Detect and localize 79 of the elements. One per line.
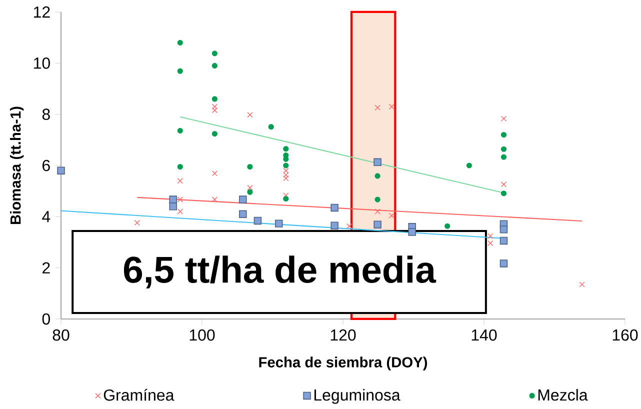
point <box>500 260 508 268</box>
x-tick-label: 80 <box>52 329 70 341</box>
y-tick-label: 12 <box>34 6 50 18</box>
annotation: 6,5 tt/ha de media <box>124 256 436 288</box>
point <box>374 173 380 179</box>
y-tick-label: 4 <box>42 211 50 222</box>
point <box>374 158 382 166</box>
point <box>500 226 508 234</box>
point <box>177 128 183 134</box>
point <box>500 154 507 160</box>
point <box>239 210 247 218</box>
x-axis-title: Fecha de siembra (DOY) <box>259 356 428 370</box>
point <box>134 220 140 226</box>
point <box>283 192 289 198</box>
point <box>374 196 380 202</box>
point <box>500 116 507 122</box>
x-tick-label: 120 <box>330 329 356 341</box>
point <box>177 196 184 202</box>
y-tick-label: 2 <box>42 262 50 274</box>
point <box>374 208 380 214</box>
y-tick-label: 8 <box>42 108 50 120</box>
point <box>487 233 494 239</box>
point <box>444 223 450 229</box>
point <box>247 164 253 170</box>
point <box>388 212 394 218</box>
point <box>177 68 183 74</box>
point <box>500 132 507 138</box>
y-tick-label: 10 <box>34 58 50 69</box>
y-axis-title: Biomasa (tt.ha-1) <box>10 106 24 224</box>
point <box>500 236 508 245</box>
point <box>247 184 253 191</box>
point <box>268 124 274 130</box>
point <box>579 282 585 288</box>
point <box>212 50 218 56</box>
point <box>177 178 184 184</box>
point <box>500 190 507 196</box>
point <box>57 166 65 174</box>
point <box>177 208 184 214</box>
y-tick-label: 6 <box>42 160 50 172</box>
point <box>283 196 289 202</box>
point <box>466 162 472 168</box>
point <box>274 220 283 228</box>
point <box>283 146 289 152</box>
point <box>330 222 338 230</box>
legend-label: Mezcla <box>538 388 588 401</box>
point <box>212 170 218 176</box>
point <box>247 112 253 118</box>
point <box>247 189 253 195</box>
point <box>283 172 289 178</box>
point <box>374 104 380 111</box>
point <box>408 228 416 236</box>
point <box>177 40 183 46</box>
x-tick-label: 160 <box>612 329 638 341</box>
point <box>283 168 289 174</box>
point <box>212 107 218 114</box>
point <box>212 104 218 110</box>
point <box>500 146 507 152</box>
point <box>330 204 338 212</box>
x-tick-label: 140 <box>472 329 497 341</box>
legend-label: Gramínea <box>104 388 174 401</box>
point <box>374 220 382 228</box>
point <box>254 216 262 225</box>
point <box>177 164 183 170</box>
point <box>212 130 218 137</box>
point <box>346 223 352 229</box>
point <box>487 240 494 246</box>
x-tick-label: 100 <box>190 329 215 341</box>
point <box>169 202 177 210</box>
point <box>239 196 247 204</box>
point <box>283 162 289 168</box>
point <box>500 182 507 188</box>
legend-label: Leguminosa <box>314 388 400 404</box>
point <box>283 175 289 182</box>
point <box>212 196 218 202</box>
y-tick-label: 0 <box>42 313 50 325</box>
point <box>212 96 218 102</box>
point <box>212 62 218 69</box>
point <box>169 196 177 204</box>
point <box>388 104 394 110</box>
